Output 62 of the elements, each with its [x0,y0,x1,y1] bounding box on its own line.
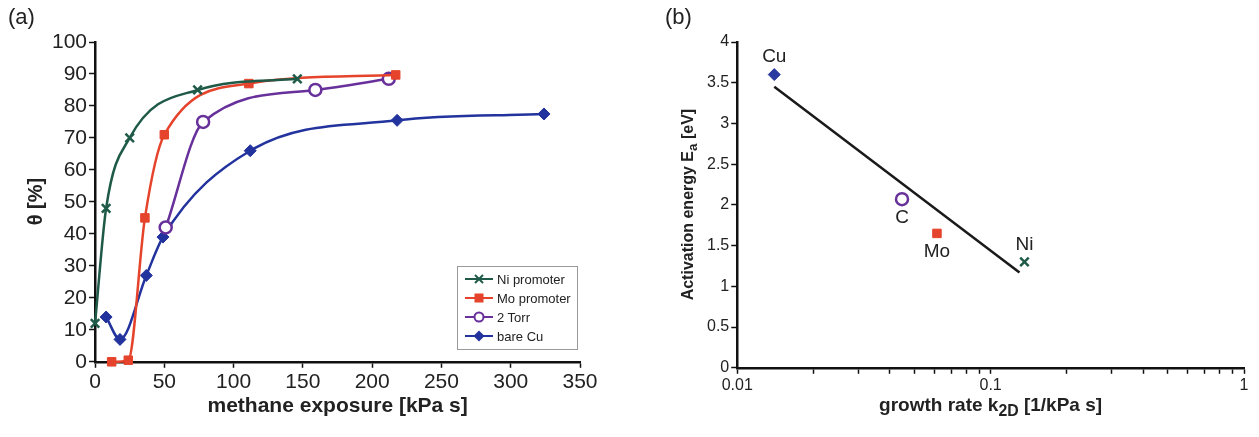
y-tick-label: 10 [63,316,88,340]
point [158,220,173,235]
point [89,317,101,329]
x-tick-label: 300 [493,369,529,393]
text: (b) [665,4,692,30]
y-tick-label: 0 [720,358,730,376]
y-tick-label: 0.5 [706,317,730,335]
y-tick-label: 80 [63,92,88,116]
x-tick-label: 250 [423,369,459,393]
y-tick-label: 3.5 [706,73,730,91]
y-tick-label: 60 [63,156,88,180]
y-tick-label: 2 [720,195,730,213]
point [192,84,204,96]
point [243,144,257,158]
y-tick-label: 1 [720,276,730,294]
point [106,357,117,367]
point [139,268,153,282]
text: (a) [8,4,35,30]
y-tick-label: 4 [720,32,730,50]
legend-label: Mo promoter [497,290,571,306]
y-tick-label: 0 [75,348,88,372]
x-axis-title: growth rate k$_{2D}$ [1/kPa s] [879,393,1103,420]
x-tick-label: 1 [1239,375,1249,393]
y-tick-label: 100 [51,28,88,52]
x-tick-label: 200 [354,369,390,393]
x-tick-label: 0.1 [979,375,1002,393]
y-tick-label: 50 [63,188,88,212]
point [390,70,401,80]
x-tick-label: 0.01 [721,375,753,393]
y-tick-label: 2.5 [706,154,730,172]
y-tick-label: 90 [63,60,88,84]
y-tick-label: 70 [63,124,88,148]
x-tick-label: 350 [562,369,598,393]
y-tick-label: 40 [63,220,88,244]
point [123,355,134,365]
y-tick-label: 20 [63,284,88,308]
x-tick-label: 150 [285,369,321,393]
point [308,82,323,98]
x-tick-label: 100 [216,369,252,393]
point [159,130,170,140]
y-axis-title: θ [%] [23,178,47,226]
y-tick-label: 30 [63,252,88,276]
legend-label: Ni promoter [497,271,565,287]
point [100,202,112,214]
point [291,73,303,85]
x-axis-title: methane exposure [kPa s] [207,392,468,417]
annotation: C [895,205,909,227]
point [113,332,127,346]
point [390,113,404,127]
legend-label: 2 Torr [497,309,530,325]
y-tick-label: 1.5 [706,236,730,254]
point [124,132,136,144]
point [140,213,150,223]
annotation: Mo [923,240,951,262]
y-tick-label: 3 [720,113,730,131]
annotation: Cu [762,45,787,67]
point [99,310,113,324]
point [537,107,551,121]
legend-label: bare Cu [497,328,544,344]
point [195,114,211,130]
annotation: Ni [1015,232,1034,254]
x-tick-label: 50 [152,369,176,393]
